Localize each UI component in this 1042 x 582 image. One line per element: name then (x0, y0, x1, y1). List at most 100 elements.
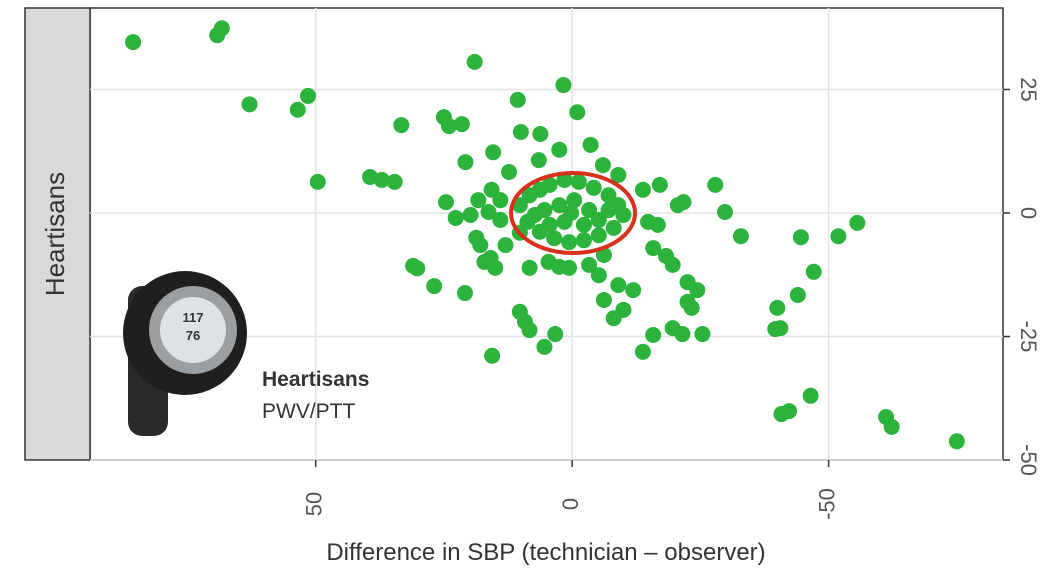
point (883, 418, 900, 435)
point (707, 176, 724, 193)
point (555, 77, 572, 94)
point (948, 433, 965, 450)
point (241, 96, 258, 113)
point (547, 326, 564, 343)
facet-strip (24, 7, 91, 461)
point (615, 206, 632, 223)
point (789, 287, 806, 304)
point (456, 285, 473, 302)
point (512, 123, 529, 140)
point (590, 211, 607, 228)
point (487, 259, 504, 276)
point (373, 171, 390, 188)
point (582, 136, 599, 153)
point (213, 20, 230, 37)
point (732, 228, 749, 245)
point (694, 326, 711, 343)
point (556, 171, 573, 188)
highlight-ellipse (509, 171, 637, 255)
point (566, 192, 583, 209)
point (551, 141, 568, 158)
point (669, 197, 686, 214)
point (625, 282, 642, 299)
point (645, 240, 662, 257)
point (457, 154, 474, 171)
point (453, 116, 470, 133)
point (605, 219, 622, 236)
point (563, 205, 580, 222)
point (447, 209, 464, 226)
point (409, 260, 426, 277)
point (509, 91, 526, 108)
point (125, 34, 142, 51)
point (590, 227, 607, 244)
point (470, 192, 487, 209)
point (575, 232, 592, 249)
point (683, 299, 700, 316)
point (480, 204, 497, 221)
point (674, 326, 691, 343)
point (575, 216, 592, 233)
point (462, 206, 479, 223)
point (497, 237, 514, 254)
point (849, 214, 866, 231)
points (125, 20, 965, 450)
point (651, 176, 668, 193)
point (805, 263, 822, 280)
point (610, 166, 627, 183)
point (561, 234, 578, 251)
point (645, 327, 662, 344)
annotation-subtitle: PWV/PTT (262, 400, 356, 423)
point (551, 258, 568, 275)
point (581, 202, 598, 219)
point (649, 216, 666, 233)
watch-icon: 117 76 (123, 271, 247, 436)
point (521, 322, 538, 339)
point (634, 181, 651, 198)
x-tick-label: 50 (301, 492, 326, 516)
y-tick-label: 25 (1016, 77, 1041, 101)
point (594, 157, 611, 174)
point (466, 53, 483, 70)
point (772, 320, 789, 337)
point (585, 179, 602, 196)
facet-label: Heartisans (40, 172, 70, 296)
point (546, 230, 563, 247)
point (484, 347, 501, 364)
point (521, 259, 538, 276)
point (716, 204, 733, 221)
watch-reading: 76 (186, 328, 200, 343)
y-tick-label: -25 (1016, 321, 1041, 353)
point (483, 181, 500, 198)
point (569, 104, 586, 121)
point (551, 197, 568, 214)
point (289, 101, 306, 118)
point (485, 144, 502, 161)
point (386, 173, 403, 190)
point (600, 202, 617, 219)
point (526, 206, 543, 223)
point (299, 87, 316, 104)
point (769, 299, 786, 316)
point (600, 187, 617, 204)
y-tick-label: -50 (1016, 444, 1041, 476)
point (802, 387, 819, 404)
x-tick-label: 0 (558, 498, 583, 510)
point (492, 211, 509, 228)
point (472, 237, 489, 254)
point (441, 118, 458, 135)
point (541, 176, 558, 193)
watch-face (160, 297, 226, 363)
point (581, 256, 598, 273)
point (532, 125, 549, 142)
point (830, 228, 847, 245)
watch-reading: 117 (183, 310, 204, 325)
point (530, 152, 547, 169)
point (541, 216, 558, 233)
point (610, 277, 627, 294)
point (501, 164, 518, 181)
point (590, 267, 607, 284)
annotation-title: Heartisans (262, 368, 369, 391)
